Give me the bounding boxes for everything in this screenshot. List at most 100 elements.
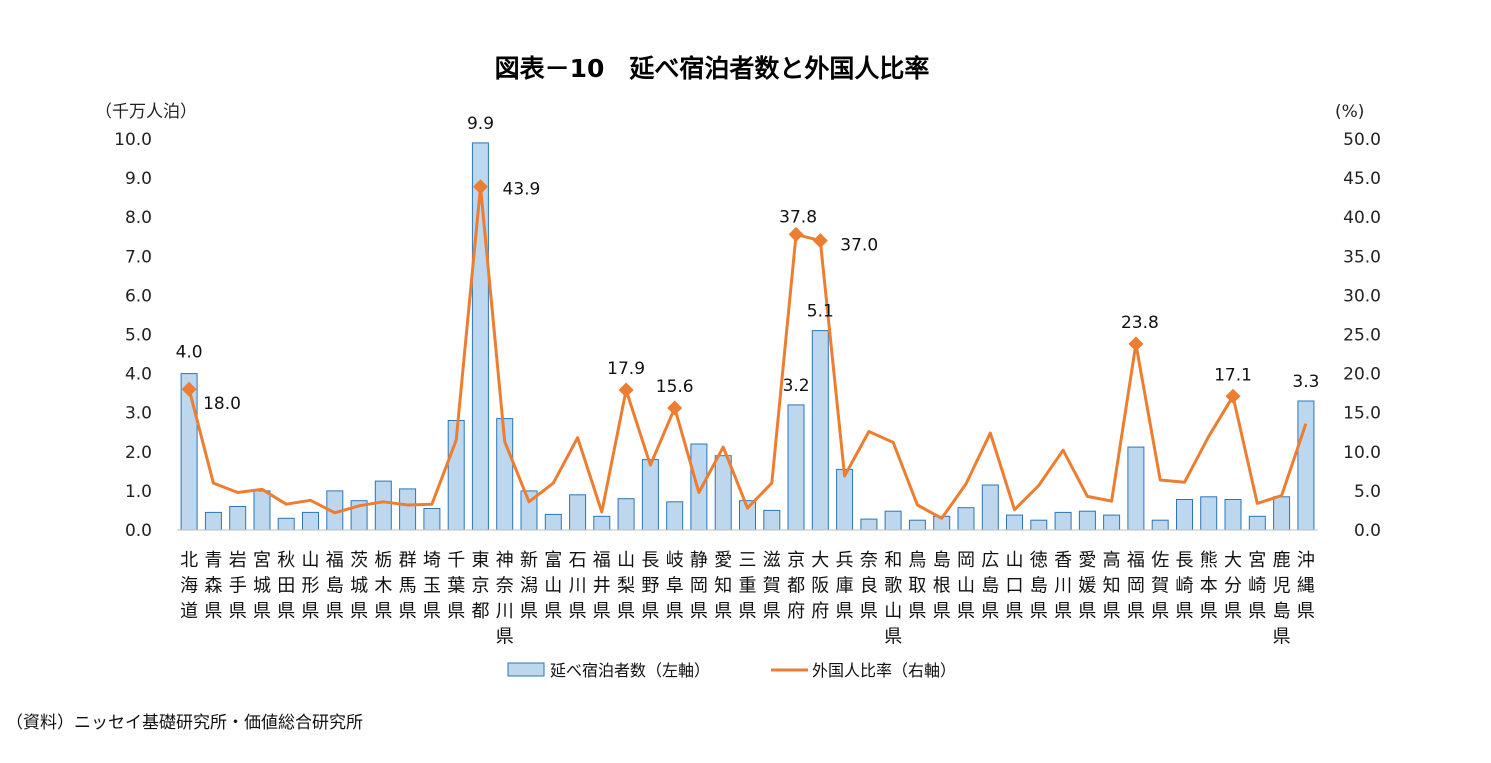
bar <box>1224 499 1242 531</box>
bar <box>884 510 902 531</box>
line-data-label: 37.8 <box>779 207 817 227</box>
line-data-label: 23.8 <box>1121 313 1159 333</box>
line-marker <box>472 179 488 195</box>
category-label: 山口県 <box>1006 550 1024 622</box>
bar-data-label: 3.3 <box>1292 372 1319 392</box>
category-label: 徳島県 <box>1030 550 1048 622</box>
category-label: 三重県 <box>739 550 757 622</box>
bar <box>836 468 854 531</box>
line-marker <box>812 233 828 249</box>
category-label: 沖縄県 <box>1297 550 1315 622</box>
line-marker <box>788 226 804 242</box>
category-label: 秋田県 <box>277 550 295 622</box>
bar <box>1006 514 1023 531</box>
left-tick-label: 0.0 <box>125 521 152 541</box>
category-label: 高知県 <box>1103 550 1121 622</box>
category-label: 京都府 <box>787 550 805 622</box>
bar <box>593 515 611 531</box>
bar <box>1054 511 1072 531</box>
left-tick-label: 9.0 <box>125 169 152 189</box>
bar <box>569 494 587 531</box>
bar <box>1176 499 1193 531</box>
bar <box>423 508 441 531</box>
category-label: 島根県 <box>933 550 951 622</box>
left-axis-ticks: 0.0 1.0 2.0 3.0 4.0 5.0 6.0 7.0 8.0 9.0 10.0 <box>114 130 152 541</box>
line-data-label: 43.9 <box>503 180 541 200</box>
category-label: 岡山県 <box>957 550 975 622</box>
bar <box>1030 519 1048 531</box>
bar <box>1078 510 1096 531</box>
category-label: 兵庫県 <box>836 550 854 622</box>
legend-bar-label: 延べ宿泊者数（左軸） <box>550 661 710 680</box>
left-axis-unit: （千万人泊） <box>95 102 197 122</box>
category-label: 長野県 <box>641 550 659 622</box>
line-marker <box>1128 336 1144 352</box>
bar <box>763 509 781 531</box>
category-label: 埼玉県 <box>423 550 441 622</box>
right-tick-label: 5.0 <box>1354 482 1381 502</box>
line-marker <box>1225 388 1241 404</box>
category-label: 鹿児島県 <box>1273 550 1291 648</box>
bar <box>253 490 271 531</box>
right-axis-unit: (%) <box>1335 102 1364 122</box>
bar <box>811 330 829 531</box>
right-tick-label: 0.0 <box>1354 521 1381 541</box>
legend-line-label: 外国人比率（右軸） <box>812 661 956 680</box>
bar <box>399 488 417 531</box>
bar <box>374 480 392 531</box>
category-label: 岐阜県 <box>666 550 684 622</box>
bar <box>1103 514 1121 531</box>
category-label: 青森県 <box>204 550 222 622</box>
bar-series <box>180 142 1315 531</box>
category-label: 滋賀県 <box>763 550 781 622</box>
bar <box>666 501 684 531</box>
bar <box>1127 446 1145 531</box>
left-tick-label: 3.0 <box>125 404 152 424</box>
category-label: 東京都 <box>472 550 490 622</box>
bar-data-label: 9.9 <box>467 114 494 134</box>
left-tick-label: 7.0 <box>125 247 152 267</box>
line-series <box>187 185 1308 520</box>
chart-title: 図表－10 延べ宿泊者数と外国人比率 <box>495 54 930 83</box>
category-label: 岩手県 <box>229 550 247 622</box>
line-data-label: 37.0 <box>840 236 878 256</box>
category-label: 宮城県 <box>253 550 271 622</box>
category-label: 新潟県 <box>520 550 538 622</box>
category-label: 大分県 <box>1224 550 1242 622</box>
category-label: 栃木県 <box>374 550 392 622</box>
bar <box>302 511 319 531</box>
category-label: 鳥取県 <box>908 550 926 622</box>
bar <box>860 518 878 531</box>
bar <box>641 459 659 531</box>
left-tick-label: 6.0 <box>125 286 152 306</box>
right-tick-label: 40.0 <box>1343 208 1381 228</box>
category-label: 群馬県 <box>399 550 417 622</box>
right-tick-label: 15.0 <box>1343 404 1381 424</box>
bar <box>1151 519 1169 531</box>
bar <box>180 373 198 531</box>
category-label: 熊本県 <box>1200 550 1218 622</box>
bar <box>714 455 732 531</box>
bar <box>617 498 635 531</box>
category-label: 山梨県 <box>617 550 635 622</box>
bar <box>957 507 975 531</box>
line-marker <box>181 381 197 397</box>
category-label: 長崎県 <box>1176 550 1194 622</box>
category-label: 神奈川県 <box>496 550 514 648</box>
legend: 延べ宿泊者数（左軸） 外国人比率（右軸） <box>507 661 956 680</box>
bar <box>544 513 562 531</box>
line-data-label: 17.9 <box>607 359 645 379</box>
category-label: 香川県 <box>1054 550 1072 622</box>
bar <box>1200 496 1218 531</box>
line-marker <box>618 382 634 398</box>
legend-bar-swatch <box>507 662 545 677</box>
bar <box>1248 515 1266 531</box>
line-data-label: 17.1 <box>1214 365 1252 385</box>
category-label: 和歌山県 <box>884 550 902 648</box>
bar <box>981 484 999 531</box>
category-label: 富山県 <box>544 550 562 622</box>
right-tick-label: 45.0 <box>1343 169 1381 189</box>
right-tick-label: 20.0 <box>1343 365 1381 385</box>
bar <box>1297 400 1315 531</box>
